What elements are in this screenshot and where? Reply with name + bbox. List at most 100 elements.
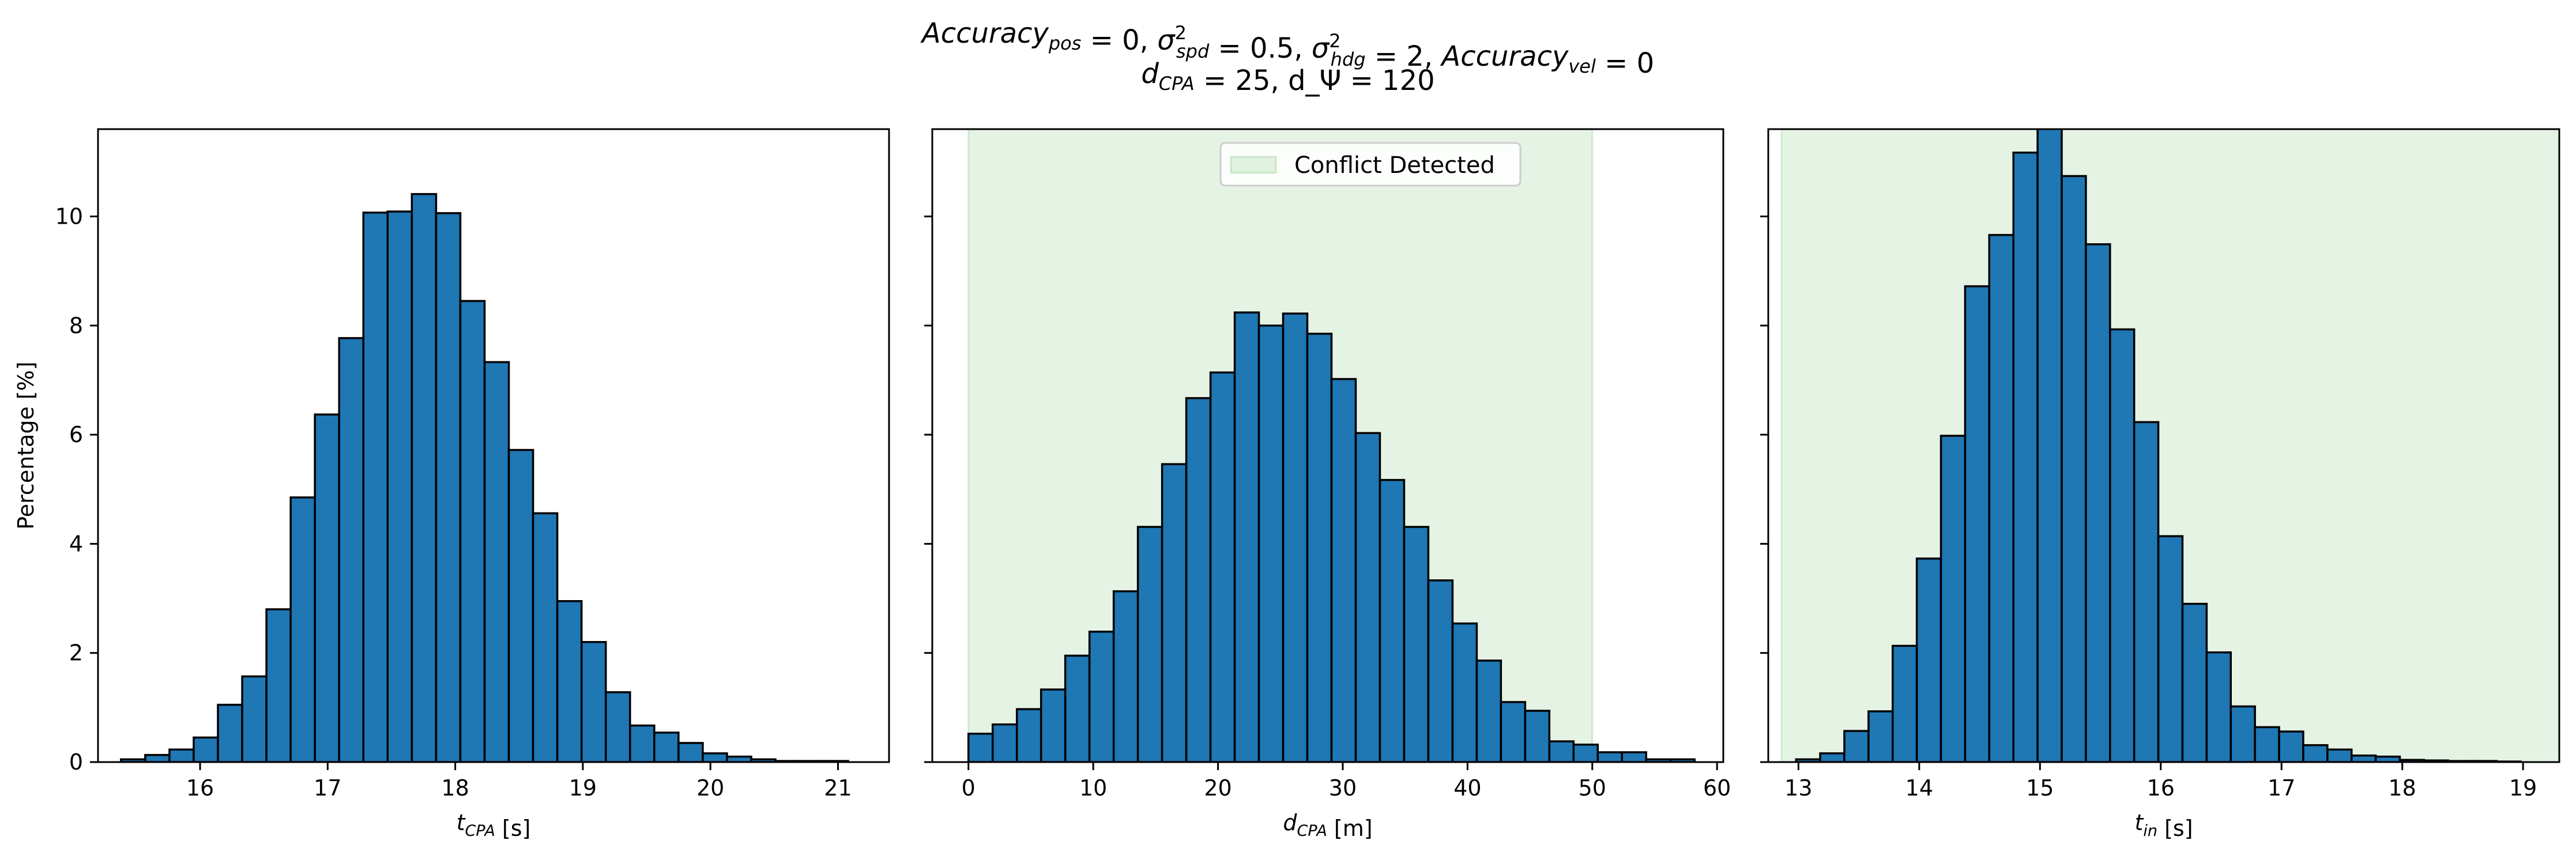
chart-panel-1: 16 17 18 19 20 21 0 2 4 6 8 10 tCPA [s] Percentage [%… bbox=[13, 128, 890, 841]
histogram-bar bbox=[1306, 333, 1333, 762]
histogram-bar bbox=[2133, 421, 2160, 762]
x-tick-label: 60 bbox=[1703, 775, 1731, 801]
figure-title-line-2: dCPA = 25, d_Ψ = 120 bbox=[1141, 58, 1434, 97]
x-tick-label: 19 bbox=[569, 775, 597, 801]
histogram-bar bbox=[410, 193, 438, 762]
x-tick-label: 10 bbox=[1079, 775, 1107, 801]
histogram-bar bbox=[1088, 631, 1115, 762]
histogram-bar bbox=[1621, 751, 1648, 762]
axes-frame bbox=[1767, 128, 2560, 763]
plot-area bbox=[1780, 129, 2559, 762]
histogram-bar bbox=[1403, 526, 1430, 762]
legend-swatch bbox=[1230, 156, 1277, 174]
histogram-bar bbox=[1136, 526, 1163, 762]
histogram-bar bbox=[2326, 748, 2353, 762]
histogram-bar bbox=[1596, 751, 1624, 762]
histogram-bar bbox=[1112, 590, 1139, 762]
x-tick-label: 18 bbox=[441, 775, 469, 801]
y-tick-label: 8 bbox=[69, 313, 83, 338]
histogram-bar bbox=[1451, 622, 1478, 762]
histogram-bar bbox=[1064, 654, 1091, 762]
histogram-bar bbox=[580, 641, 607, 762]
x-tick-label: 18 bbox=[2389, 775, 2416, 801]
histogram-bar bbox=[362, 212, 389, 762]
histogram-bar bbox=[1209, 371, 1236, 762]
histogram-bar bbox=[459, 300, 486, 762]
y-tick-label: 2 bbox=[69, 640, 83, 666]
x-tick-label: 16 bbox=[186, 775, 214, 801]
histogram-bar bbox=[1257, 325, 1285, 762]
histogram-bar bbox=[1185, 397, 1212, 762]
histogram-bar bbox=[677, 742, 704, 762]
histogram-bar bbox=[702, 752, 728, 762]
histogram-bar bbox=[532, 512, 559, 762]
histogram-bar bbox=[2350, 754, 2377, 762]
x-tick-label: 21 bbox=[824, 775, 852, 801]
y-tick-label: 0 bbox=[69, 749, 83, 775]
histogram-bar bbox=[1524, 710, 1551, 762]
histogram-bar bbox=[2302, 744, 2329, 762]
chart-panels: 16 17 18 19 20 21 0 2 4 6 8 10 tCPA [s] Percentage [%… bbox=[13, 128, 2560, 841]
histogram-bar bbox=[2061, 175, 2087, 762]
axes-frame bbox=[97, 128, 890, 763]
histogram-bar bbox=[2012, 151, 2039, 762]
histogram-bar bbox=[967, 733, 994, 762]
histogram-bar bbox=[265, 608, 292, 762]
histogram-bar bbox=[2229, 705, 2256, 762]
histogram-bar bbox=[338, 337, 365, 762]
histogram-bar bbox=[1891, 644, 1918, 762]
histogram-bar bbox=[1475, 659, 1502, 762]
x-tick-label: 30 bbox=[1329, 775, 1357, 801]
histogram-bar bbox=[1572, 743, 1599, 762]
x-tick-label: 17 bbox=[314, 775, 341, 801]
x-axis-label: tin [s] bbox=[2134, 810, 2193, 841]
histogram-bar bbox=[1282, 312, 1309, 762]
histogram-bar bbox=[289, 496, 316, 762]
histogram-bar bbox=[653, 732, 680, 762]
histogram-bar bbox=[1867, 710, 1894, 762]
figure-title-line-1: Accuracypos = 0, σ2 spd = 0.5, σ2 hdg = 2,… bbox=[920, 17, 1654, 80]
histogram-bar bbox=[2205, 651, 2232, 762]
histogram-bar bbox=[241, 675, 268, 762]
histogram-bar bbox=[1939, 435, 1967, 762]
y-tick-label: 4 bbox=[69, 531, 83, 556]
x-axis-label: dCPA [m] bbox=[1283, 810, 1372, 841]
x-axis-label: tCPA [s] bbox=[457, 810, 531, 841]
histogram-bar bbox=[2109, 328, 2136, 762]
x-tick-label: 0 bbox=[962, 775, 976, 801]
histogram-bar bbox=[1379, 478, 1406, 762]
plot-area bbox=[967, 129, 1696, 762]
x-tick-label: 15 bbox=[2026, 775, 2054, 801]
x-tick-label: 16 bbox=[2147, 775, 2175, 801]
histogram-bar bbox=[1233, 311, 1260, 762]
histogram-bar bbox=[1040, 688, 1067, 762]
histogram-bar bbox=[1843, 730, 1870, 762]
histogram-bar bbox=[2254, 726, 2280, 762]
legend-box bbox=[1219, 142, 1522, 187]
histogram-bar bbox=[604, 691, 631, 762]
histogram-bar bbox=[168, 748, 195, 762]
x-tick-label: 14 bbox=[1905, 775, 1933, 801]
histogram-bar bbox=[1330, 378, 1357, 762]
x-tick-label: 40 bbox=[1453, 775, 1481, 801]
histogram-bar bbox=[2278, 730, 2304, 762]
histogram-bar bbox=[1915, 557, 1942, 762]
histogram-bar bbox=[193, 736, 219, 762]
histogram-bar bbox=[483, 361, 510, 762]
histogram-bar bbox=[314, 413, 340, 762]
histogram-bar bbox=[435, 212, 462, 762]
y-tick-label: 10 bbox=[55, 203, 83, 229]
axes-frame bbox=[931, 128, 1724, 763]
histogram-bar bbox=[1015, 708, 1042, 762]
histogram-bar bbox=[2085, 243, 2111, 762]
histogram-bar bbox=[1819, 752, 1846, 762]
x-tick-label: 20 bbox=[1204, 775, 1231, 801]
x-tick-label: 20 bbox=[696, 775, 724, 801]
plot-area bbox=[120, 193, 849, 762]
histogram-bar bbox=[629, 724, 656, 762]
histogram-bar bbox=[386, 210, 413, 762]
histogram-bar bbox=[2036, 129, 2063, 762]
legend: Conflict Detected bbox=[1219, 142, 1522, 187]
histogram-bar bbox=[1964, 285, 1991, 762]
histogram-bar bbox=[1161, 463, 1188, 762]
